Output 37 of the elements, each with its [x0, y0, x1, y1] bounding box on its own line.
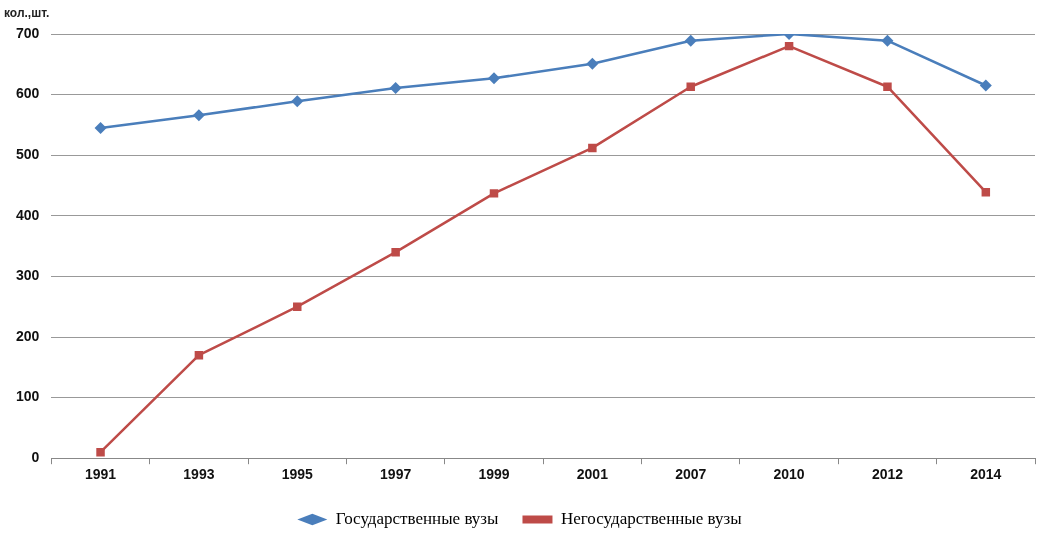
x-tick-label: 2001: [576, 466, 609, 483]
x-tick-label: 2010: [773, 466, 805, 483]
point: [389, 81, 402, 94]
point: [979, 79, 992, 92]
x-tick-label: 1993: [183, 466, 215, 483]
x-tick-label: 1995: [281, 466, 314, 483]
point: [96, 447, 105, 457]
x-tick-label: 1997: [380, 466, 412, 483]
point: [488, 72, 500, 85]
point: [94, 121, 107, 134]
legend-label: Государственные вузы: [335, 508, 500, 528]
x-tick-label: 2012: [871, 466, 904, 483]
y-tick-label: 300: [16, 267, 40, 284]
y-tick-label: 500: [16, 146, 40, 163]
x-tick-label: 2007: [675, 466, 707, 483]
y-tick-label: 200: [16, 327, 40, 344]
point: [883, 82, 892, 91]
y-tick-label: 0: [31, 449, 40, 466]
point: [588, 143, 597, 153]
point: [489, 189, 499, 198]
y-tick-label: 400: [16, 206, 40, 223]
point: [586, 57, 599, 70]
x-tick-label: 1991: [84, 466, 117, 483]
legend-label: Негосударственные вузы: [560, 508, 743, 528]
point: [881, 34, 894, 47]
point: [684, 34, 697, 47]
point: [192, 109, 205, 122]
x-tick-label: 1999: [478, 466, 510, 483]
point: [291, 95, 304, 108]
y-tick-label: 100: [16, 388, 40, 405]
point: [686, 82, 695, 91]
y-tick-label: 700: [16, 24, 40, 41]
y-axis-title: кол.,шт.: [4, 6, 50, 21]
point: [293, 302, 302, 311]
point: [391, 247, 400, 257]
y-tick-label: 600: [16, 85, 40, 102]
x-tick-label: 2014: [970, 466, 1002, 483]
